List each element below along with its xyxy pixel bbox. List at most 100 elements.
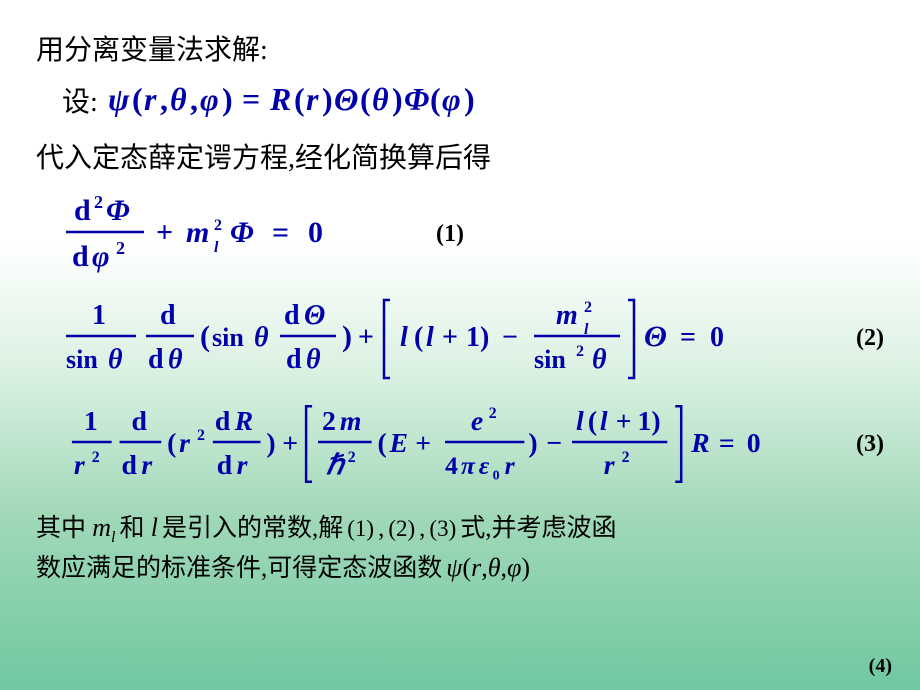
svg-text:(: ( [378,428,387,459]
substitute-text: 代入定态薛定谔方程,经化简换算后得 [36,143,491,174]
svg-text:+: + [282,428,298,459]
svg-text:): ) [342,320,352,353]
svg-text:d: d [284,300,300,331]
svg-text:0: 0 [747,428,761,459]
svg-text:ψ: ψ [108,81,130,117]
svg-text:2: 2 [94,192,103,212]
svg-text:Φ: Φ [106,194,130,227]
svg-text:l: l [400,322,408,353]
svg-text:=: = [242,81,260,117]
svg-text:r: r [306,81,319,117]
svg-text:π: π [461,451,476,480]
svg-text:=: = [272,216,289,249]
svg-text:d: d [122,450,138,481]
svg-text:): ) [392,81,403,117]
svg-text:R: R [690,428,710,459]
svg-text:0: 0 [710,322,724,353]
svg-text:d: d [217,450,233,481]
svg-text:θ: θ [306,344,321,375]
svg-text:2: 2 [489,405,497,422]
svg-text:d: d [160,300,176,331]
svg-text:r: r [604,450,616,481]
svg-text:(: ( [360,81,371,117]
svg-text:2: 2 [584,299,592,316]
svg-text:): ) [322,81,333,117]
svg-text:−: − [546,428,562,459]
svg-text:+: + [358,322,374,353]
svg-text:sin: sin [212,323,244,352]
let-prefix: 设: [62,80,98,120]
svg-text:r: r [237,450,249,481]
svg-text:m: m [556,300,578,331]
svg-text:θ: θ [372,81,389,117]
svg-text:(: ( [588,406,597,437]
equation-1: d 2 Φ d φ 2 + m 2 l Φ = 0 [56,186,396,282]
svg-text:φ: φ [92,240,110,273]
svg-text:): ) [528,428,537,459]
eq1-label: (1) [436,221,464,248]
svg-text:2: 2 [576,343,584,360]
svg-text:−: − [502,322,518,353]
eq3-label: (3) [856,431,884,458]
svg-text:+: + [616,406,632,437]
svg-text:,: , [190,81,198,117]
svg-text:2: 2 [622,449,630,466]
svg-text:d: d [131,406,147,437]
svg-text:l: l [214,239,219,256]
page-number: (4) [869,655,892,678]
svg-text:l: l [576,406,584,437]
svg-text:θ: θ [168,344,183,375]
svg-text:Θ: Θ [304,300,325,331]
svg-text:Φ: Φ [404,81,429,117]
svg-text:r: r [505,451,516,480]
svg-text:2: 2 [322,406,336,437]
svg-text:1): 1) [638,406,661,437]
svg-text:m: m [340,406,362,437]
svg-text:0: 0 [493,469,500,484]
svg-text:): ) [464,81,475,117]
bottom-text: 其中 ml 和 l 是引入的常数,解 (1) , (2) , (3) 式,并考虑… [36,510,884,586]
svg-text:d: d [286,344,302,375]
svg-text:(: ( [167,428,176,459]
equation-psi-separation: ψ ( r , θ , φ ) = R ( r ) Θ ( θ ) Φ ( φ [98,78,578,122]
svg-text:4: 4 [445,451,458,480]
svg-text:+: + [442,322,458,353]
separation-method-text: 用分离变量法求解: [36,35,268,66]
svg-text:(: ( [132,81,143,117]
svg-text:1: 1 [84,406,98,437]
svg-text:d: d [215,406,231,437]
eq2-label: (2) [856,325,884,352]
svg-text:sin: sin [534,345,566,374]
svg-text:2: 2 [116,238,125,258]
svg-text:θ: θ [108,344,123,375]
svg-text:d: d [74,194,91,227]
svg-text:R: R [234,406,254,437]
svg-text:2: 2 [214,217,222,234]
svg-text:(: ( [414,322,423,353]
svg-text:): ) [266,428,275,459]
svg-text:φ: φ [200,81,219,117]
svg-text:2: 2 [348,449,356,466]
svg-text:0: 0 [308,216,323,249]
svg-text:e: e [471,406,483,437]
svg-text:1): 1) [466,322,489,353]
svg-text:Θ: Θ [644,320,667,353]
svg-text:ℏ: ℏ [326,450,346,481]
svg-text:r: r [74,450,86,481]
svg-text:θ: θ [170,81,187,117]
svg-text:2: 2 [92,449,100,466]
svg-text:,: , [160,81,168,117]
svg-text:(: ( [430,81,441,117]
equation-2: 1 sin θ d d θ ( sin θ d Θ d θ ) + [56,288,836,388]
svg-text:r: r [141,450,153,481]
svg-text:+: + [156,216,173,249]
svg-text:R: R [269,81,291,117]
svg-text:θ: θ [592,344,607,375]
svg-text:ε: ε [479,451,490,480]
svg-text:d: d [72,240,89,273]
svg-text:(: ( [200,320,210,353]
svg-text:): ) [222,81,233,117]
svg-text:l: l [600,406,608,437]
svg-text:m: m [186,216,209,249]
svg-text:l: l [426,322,434,353]
